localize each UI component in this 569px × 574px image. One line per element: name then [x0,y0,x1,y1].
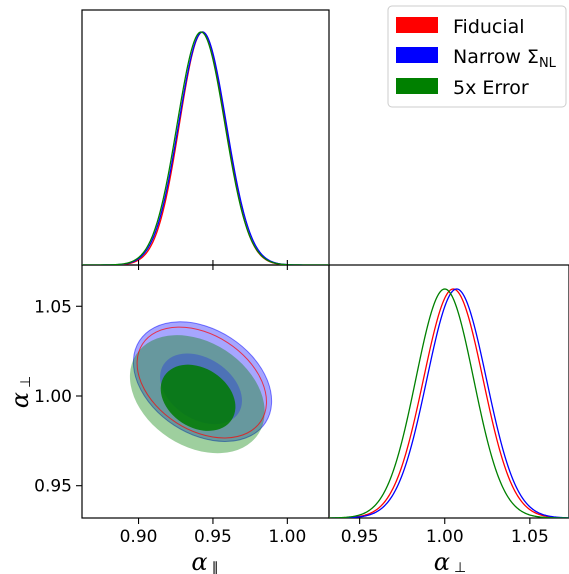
marginal-alpha-par-fiducial [82,31,329,265]
marginal-alpha-par-narrow [82,31,329,265]
legend: Fiducial Narrow ΣNL 5x Error [387,5,567,108]
marginal-alpha-perp-narrow [329,288,569,518]
y-tick-label-alpha-perp-2: 1.05 [34,297,72,317]
x-tick-label-alpha-par-2: 1.00 [268,527,306,547]
x-axis-label: α ∥ [191,548,218,574]
legend-swatch-5x-error [396,78,438,94]
x-axis-label-right: α ⊥ [434,548,466,574]
ticks: 0.90 0.95 1.00 0.95 0.95 1.00 1.00 1.05 1.05 [34,260,549,547]
panel-alpha-par-1d [81,9,330,266]
marginal-alpha-perp-five_x_error [329,288,569,518]
y-tick-label-alpha-perp-0: 0.95 [34,477,72,497]
marginal-alpha-perp-fiducial [329,288,569,518]
alpha-perp-marginals [329,288,569,518]
alpha-par-alpha-perp-contours [129,321,273,454]
marginal-alpha-par-five_x_error [82,31,329,265]
y-axis-label: α⊥ [6,376,34,408]
legend-swatch-fiducial [396,17,438,33]
y-tick-label-alpha-perp-1: 1.00 [34,387,72,407]
contour-2sigma-fiducial [136,326,267,439]
x-tick-label-alpha-par-0: 0.90 [120,527,158,547]
legend-swatch-narrow [396,47,438,63]
alpha-par-marginals [82,31,329,265]
x-tick-label-alpha-par-1: 0.95 [194,527,232,547]
panel-alpha-perp-1d [328,264,569,519]
legend-label-5x-error: 5x Error [453,77,529,99]
legend-label-fiducial: Fiducial [453,16,525,38]
x-tick-label-alpha-perp-1: 1.00 [426,527,464,547]
x-tick-label-alpha-perp-2: 1.05 [511,527,549,547]
x-tick-label-alpha-perp-0: 0.95 [341,527,379,547]
contour-1sigma-5x-error [160,364,236,431]
legend-label-narrow: Narrow ΣNL [453,46,557,71]
